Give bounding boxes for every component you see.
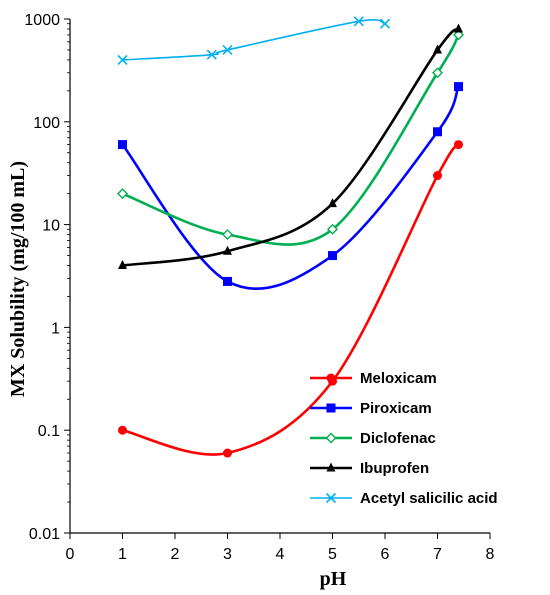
y-tick-label: 1 [51, 320, 60, 337]
data-point [454, 140, 463, 150]
data-point [453, 29, 464, 41]
x-marker-stroke [353, 16, 364, 27]
data-point [222, 44, 233, 56]
series-line [121, 86, 460, 290]
data-point [223, 245, 232, 255]
x-tick-label: 5 [328, 546, 337, 563]
data-point [327, 223, 338, 235]
x-marker-stroke [117, 54, 128, 65]
x-tick-label: 0 [66, 546, 75, 563]
data-point [433, 127, 442, 137]
legend-marker [325, 432, 337, 444]
series-acetyl-salicilic-acid [117, 16, 391, 65]
legend-label: Meloxicam [360, 370, 437, 387]
data-point [206, 49, 217, 60]
x-tick-label: 8 [486, 546, 495, 563]
y-tick-label: 10 [42, 218, 60, 235]
data-point [433, 171, 442, 181]
x-axis-title: pH [320, 568, 347, 590]
data-point [353, 16, 364, 27]
legend-label: Diclofenac [360, 430, 436, 447]
data-point [223, 448, 232, 458]
y-axis-title: MX Solubility (mg/100 mL) [7, 161, 29, 397]
series-layer [117, 16, 464, 458]
legend: Meloxicam Piroxicam Diclofenac Ibuprofen Ace… [310, 370, 498, 507]
series-piroxicam [118, 82, 463, 290]
data-point [223, 276, 232, 286]
data-point [118, 140, 127, 150]
x-tick-label: 3 [223, 546, 232, 563]
legend-marker [326, 462, 336, 472]
series-line [122, 18, 386, 61]
data-point [328, 198, 337, 208]
series-diclofenac [117, 29, 464, 246]
series-ibuprofen [118, 23, 463, 270]
data-point [454, 23, 463, 33]
axes-layer: 0 1 2 3 4 5 6 7 8 0.01 0.1 1 10 100 1000 [24, 12, 494, 563]
x-tick-label: 1 [118, 546, 127, 563]
data-point [432, 67, 443, 79]
data-point [379, 18, 391, 29]
x-tick-label: 7 [433, 546, 442, 563]
legend-entry: Acetyl salicilic acid [310, 490, 498, 507]
x-marker-stroke [222, 44, 233, 56]
x-tick-label: 4 [276, 546, 285, 563]
legend-marker [326, 403, 336, 413]
data-point [454, 82, 463, 92]
x-tick-label: 6 [381, 546, 390, 563]
legend-label: Piroxicam [360, 400, 432, 417]
series-line [122, 34, 460, 246]
series-line [122, 27, 460, 267]
legend-entry: Meloxicam [310, 370, 437, 387]
x-marker-stroke [206, 49, 217, 60]
legend-label: Acetyl salicilic acid [360, 490, 498, 507]
y-tick-label: 0.1 [38, 423, 60, 440]
legend-label: Ibuprofen [360, 460, 429, 477]
legend-marker [325, 492, 337, 504]
data-point [117, 188, 128, 200]
legend-entry: Ibuprofen [310, 460, 429, 477]
y-tick-label: 1000 [24, 12, 60, 29]
data-point [222, 229, 233, 241]
x-tick-label: 2 [171, 546, 180, 563]
legend-marker [326, 373, 336, 383]
y-tick-label: 100 [33, 115, 60, 132]
data-point [117, 54, 128, 65]
x-marker-stroke [379, 18, 391, 29]
data-point [118, 425, 127, 435]
legend-entry: Diclofenac [310, 430, 436, 447]
data-point [328, 251, 337, 261]
x-marker-stroke [325, 492, 337, 504]
legend-entry: Piroxicam [310, 400, 432, 417]
data-point [433, 44, 442, 54]
data-point [118, 260, 127, 270]
y-tick-label: 0.01 [29, 526, 60, 543]
